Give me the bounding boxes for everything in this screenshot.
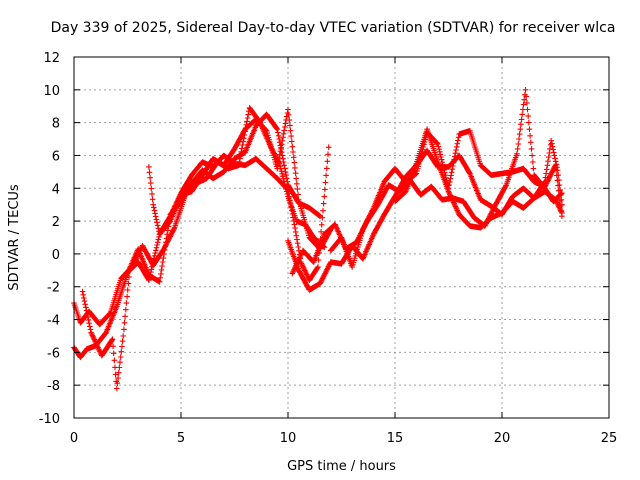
y-tick-label: 0 <box>52 248 60 263</box>
y-tick-label: 4 <box>52 182 60 197</box>
y-tick-label: -8 <box>47 379 60 394</box>
plot-frame <box>73 56 610 419</box>
y-tick-label: 12 <box>43 51 60 66</box>
plus-marker-trace <box>392 126 565 231</box>
x-tick-label: 10 <box>280 431 297 446</box>
x-tick-label: 15 <box>387 431 404 446</box>
x-tick-label: 0 <box>70 431 78 446</box>
y-axis-label: SDTVAR / TECUs <box>7 184 22 291</box>
y-tick-label: -4 <box>47 314 60 329</box>
chart-title: Day 339 of 2025, Sidereal Day-to-day VTE… <box>51 20 616 36</box>
y-tick-label: 8 <box>52 117 60 132</box>
axis-ticks: 0 5 10 15 20 25 -10 -8 -6 -4 -2 0 2 4 6 8 10 12 <box>39 51 618 446</box>
plus-marker-trace <box>146 106 334 252</box>
x-tick-label: 5 <box>177 431 185 446</box>
plus-marker-trace <box>71 105 328 328</box>
x-axis-label: GPS time / hours <box>287 459 396 474</box>
y-tick-label: -10 <box>39 412 60 427</box>
plus-marker-trace <box>71 111 323 361</box>
y-tick-label: 6 <box>52 149 60 164</box>
y-tick-label: -2 <box>47 281 60 296</box>
x-tick-label: 25 <box>601 431 618 446</box>
y-tick-label: -6 <box>47 346 60 361</box>
series-trace-8 <box>392 126 565 231</box>
x-tick-label: 20 <box>494 431 511 446</box>
series-trace-1 <box>71 111 323 361</box>
y-tick-label: 2 <box>52 215 60 230</box>
data-marks <box>71 87 565 392</box>
y-tick-label: 10 <box>43 84 60 99</box>
series-trace-2 <box>71 105 328 328</box>
series-trace-4 <box>146 106 334 252</box>
